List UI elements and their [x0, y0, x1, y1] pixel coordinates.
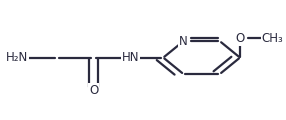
Text: O: O — [235, 32, 245, 45]
Text: H₂N: H₂N — [6, 51, 28, 64]
Text: N: N — [179, 35, 188, 48]
Text: CH₃: CH₃ — [262, 32, 283, 45]
Text: HN: HN — [122, 51, 139, 64]
Text: O: O — [89, 84, 98, 96]
